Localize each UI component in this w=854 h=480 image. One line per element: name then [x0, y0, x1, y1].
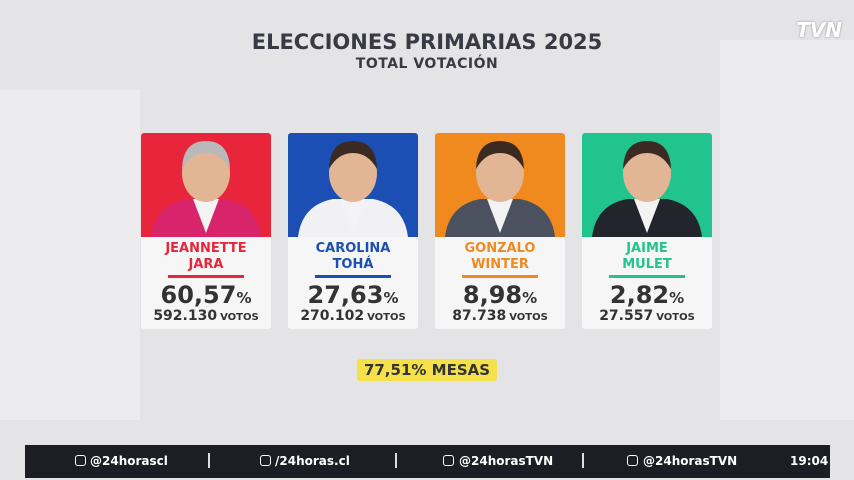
percent-value: 2,82: [609, 281, 670, 309]
name-underline: [462, 275, 538, 278]
percent-value: 8,98: [462, 281, 523, 309]
x-icon: [443, 455, 454, 466]
candidate-photo: [435, 133, 565, 237]
collar: [340, 199, 366, 233]
bg-block: [0, 90, 140, 420]
bg-block: [720, 40, 854, 420]
subtitle: TOTAL VOTACIÓN: [355, 56, 499, 72]
head: [623, 144, 671, 202]
votes: 270.102 VOTOS: [288, 308, 418, 324]
votes-value: 270.102: [300, 308, 365, 324]
mesas-label: MESAS: [431, 361, 491, 379]
clock: 19:04: [790, 454, 829, 468]
separator: [208, 453, 210, 468]
percent: 2,82%: [582, 281, 712, 309]
separator: [582, 453, 584, 468]
portrait: [592, 141, 702, 237]
votes: 592.130 VOTOS: [141, 308, 271, 324]
head: [182, 144, 230, 202]
votes: 27.557 VOTOS: [582, 308, 712, 324]
head: [476, 144, 524, 202]
candidate-photo: [582, 133, 712, 237]
percent: 60,57%: [141, 281, 271, 309]
head: [329, 144, 377, 202]
candidate-card: JAIME MULET 2,82% 27.557 VOTOS: [582, 133, 712, 329]
title: ELECCIONES PRIMARIAS 2025: [251, 30, 603, 54]
name-underline: [315, 275, 391, 278]
votes: 87.738 VOTOS: [435, 308, 565, 324]
votes-value: 592.130: [153, 308, 218, 324]
facebook-icon: [260, 455, 271, 466]
last-name: WINTER: [471, 257, 529, 272]
portrait: [151, 141, 261, 237]
votes-value: 87.738: [452, 308, 507, 324]
candidate-photo: [288, 133, 418, 237]
percent-sign: %: [522, 289, 538, 307]
hair: [623, 141, 671, 169]
tiktok-icon: [627, 455, 638, 466]
first-name: JAIME: [626, 241, 668, 256]
first-name: JEANNETTE: [165, 241, 247, 256]
candidate-card: GONZALO WINTER 8,98% 87.738 VOTOS: [435, 133, 565, 329]
mesas-badge: 77,51% MESAS: [357, 359, 497, 381]
votes-label: VOTOS: [656, 312, 695, 323]
first-name: CAROLINA: [315, 241, 391, 256]
mesas-value: 77,51%: [363, 361, 427, 379]
percent-sign: %: [236, 289, 252, 307]
candidate-card: CAROLINA TOHÁ 27,63% 270.102 VOTOS: [288, 133, 418, 329]
votes-label: VOTOS: [220, 312, 259, 323]
logo: TVN: [796, 18, 842, 42]
collar: [487, 199, 513, 233]
hair: [182, 141, 230, 169]
candidate-photo: [141, 133, 271, 237]
collar: [634, 199, 660, 233]
votes-value: 27.557: [599, 308, 654, 324]
hair: [476, 141, 524, 169]
last-name: MULET: [622, 257, 672, 272]
percent-value: 27,63: [307, 281, 384, 309]
footer-bar: @24horascl /24horas.cl @24horasTVN @24ho…: [25, 445, 830, 478]
portrait: [445, 141, 555, 237]
candidate-card: JEANNETTE JARA 60,57% 592.130 VOTOS: [141, 133, 271, 329]
percent: 8,98%: [435, 281, 565, 309]
social-handle: @24horasTVN: [459, 454, 554, 468]
social-handle: /24horas.cl: [275, 454, 350, 468]
social-handle: @24horascl: [90, 454, 168, 468]
name-underline: [609, 275, 685, 278]
percent-sign: %: [669, 289, 685, 307]
percent-sign: %: [383, 289, 399, 307]
portrait: [298, 141, 408, 237]
social-handle: @24horasTVN: [643, 454, 738, 468]
name-underline: [168, 275, 244, 278]
votes-label: VOTOS: [367, 312, 406, 323]
percent-value: 60,57: [160, 281, 237, 309]
last-name: TOHÁ: [332, 257, 374, 272]
collar: [193, 199, 219, 233]
last-name: JARA: [188, 257, 224, 272]
first-name: GONZALO: [464, 241, 536, 256]
percent: 27,63%: [288, 281, 418, 309]
instagram-icon: [75, 455, 86, 466]
votes-label: VOTOS: [509, 312, 548, 323]
separator: [395, 453, 397, 468]
hair: [329, 141, 377, 169]
